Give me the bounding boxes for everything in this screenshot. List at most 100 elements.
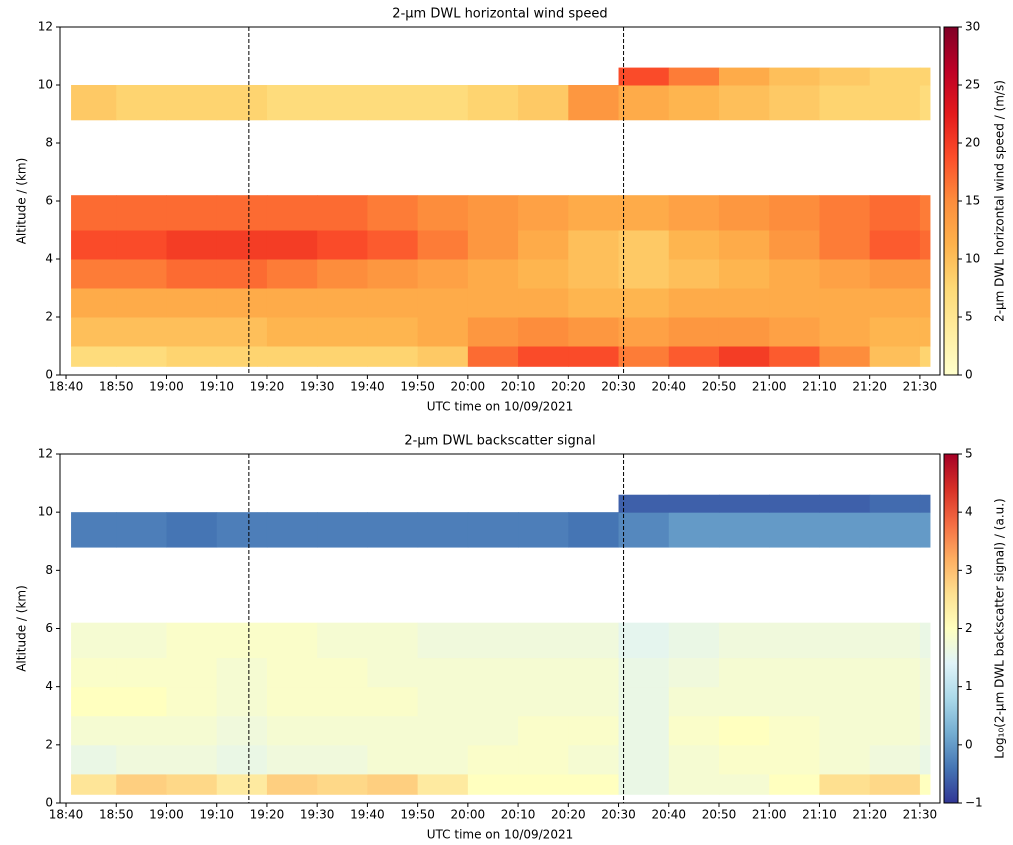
heat-cell xyxy=(71,195,117,231)
x-tick-label: 21:00 xyxy=(752,380,787,394)
heat-cell xyxy=(116,657,167,688)
heat-cell xyxy=(166,512,218,548)
heat-cell xyxy=(166,230,218,260)
heat-cell xyxy=(718,346,770,367)
heat-cell xyxy=(568,622,620,659)
heat-cell xyxy=(216,195,268,231)
colorbar-tick-label: 10 xyxy=(965,252,980,266)
heat-cell xyxy=(568,259,620,289)
heat-cell xyxy=(71,259,117,289)
heat-cell xyxy=(668,622,720,659)
heat-cell xyxy=(869,773,921,795)
chart-title: 2-µm DWL horizontal wind speed xyxy=(392,7,607,22)
heat-cell xyxy=(568,230,620,260)
heat-cell xyxy=(819,317,871,347)
heat-cell xyxy=(71,346,117,367)
heat-cell xyxy=(317,288,368,318)
heat-cell xyxy=(618,622,670,659)
heat-cell xyxy=(769,259,820,289)
x-tick-label: 19:40 xyxy=(350,808,385,822)
heat-cell xyxy=(819,346,871,367)
heat-cell xyxy=(417,657,469,688)
heat-cell xyxy=(116,744,167,775)
heat-cell xyxy=(568,512,620,548)
heat-cell xyxy=(718,85,770,121)
heat-cell xyxy=(116,686,167,717)
heat-cell xyxy=(266,346,318,367)
heat-cell xyxy=(417,288,469,318)
heat-cell xyxy=(166,715,218,746)
heat-cell xyxy=(417,195,469,231)
heat-cell xyxy=(869,259,921,289)
heat-cell xyxy=(919,317,931,347)
heat-cell xyxy=(317,512,368,548)
heat-cell xyxy=(668,67,720,86)
heat-cell xyxy=(71,657,117,688)
heat-cell xyxy=(367,657,419,688)
colorbar-tick-label: 25 xyxy=(965,78,980,92)
heat-cell xyxy=(467,773,519,795)
heat-cell xyxy=(166,317,218,347)
heat-cell xyxy=(216,259,268,289)
heat-cell xyxy=(618,259,670,289)
heat-cell xyxy=(317,715,368,746)
y-tick-label: 12 xyxy=(38,20,53,34)
heat-cell xyxy=(668,288,720,318)
heat-cell xyxy=(417,317,469,347)
heat-cell xyxy=(216,744,268,775)
heat-cell xyxy=(166,346,218,367)
heat-cell xyxy=(518,657,569,688)
heat-cell xyxy=(71,744,117,775)
heat-cell xyxy=(718,288,770,318)
heat-cell xyxy=(116,230,167,260)
x-tick-label: 19:50 xyxy=(400,380,435,394)
heat-cell xyxy=(568,288,620,318)
y-tick-label: 4 xyxy=(45,679,53,693)
heat-cell xyxy=(467,259,519,289)
y-tick-label: 0 xyxy=(45,796,53,810)
heat-cell xyxy=(769,195,820,231)
heat-cell xyxy=(116,288,167,318)
heat-cell xyxy=(216,288,268,318)
heat-cell xyxy=(417,773,469,795)
heat-cell xyxy=(116,715,167,746)
heat-cell xyxy=(467,512,519,548)
heat-cell xyxy=(668,744,720,775)
x-tick-label: 21:00 xyxy=(752,808,787,822)
y-axis-label: Altitude / (km) xyxy=(15,585,29,672)
colorbar-tick-label: 15 xyxy=(965,194,980,208)
heat-cell xyxy=(869,67,921,86)
heat-cell xyxy=(869,288,921,318)
heat-cell xyxy=(367,773,419,795)
heat-cell xyxy=(568,773,620,795)
heat-cell xyxy=(367,317,419,347)
colorbar-label: Log₁₀(2-µm DWL backscatter signal) / (a.… xyxy=(993,498,1007,759)
heat-cell xyxy=(769,230,820,260)
heat-cell xyxy=(819,686,871,717)
heat-cell xyxy=(869,686,921,717)
heat-cell xyxy=(919,512,931,548)
heat-cell xyxy=(266,259,318,289)
heat-cell xyxy=(467,85,519,121)
heat-cell xyxy=(718,317,770,347)
heat-cell xyxy=(367,744,419,775)
x-tick-label: 18:50 xyxy=(99,808,134,822)
heat-cell xyxy=(518,715,569,746)
heat-cell xyxy=(467,622,519,659)
heat-cell xyxy=(317,622,368,659)
heat-cell xyxy=(417,85,469,121)
heat-cell xyxy=(71,773,117,795)
heat-cell xyxy=(266,512,318,548)
heat-cell xyxy=(919,195,931,231)
heat-cell xyxy=(869,85,921,121)
heat-cell xyxy=(819,622,871,659)
heat-cell xyxy=(71,715,117,746)
heat-cell xyxy=(116,512,167,548)
heat-cell xyxy=(266,622,318,659)
chart-title: 2-µm DWL backscatter signal xyxy=(404,434,595,449)
heat-cell xyxy=(417,346,469,367)
heat-cell xyxy=(518,686,569,717)
heat-cell xyxy=(71,686,117,717)
x-tick-label: 20:40 xyxy=(651,380,686,394)
